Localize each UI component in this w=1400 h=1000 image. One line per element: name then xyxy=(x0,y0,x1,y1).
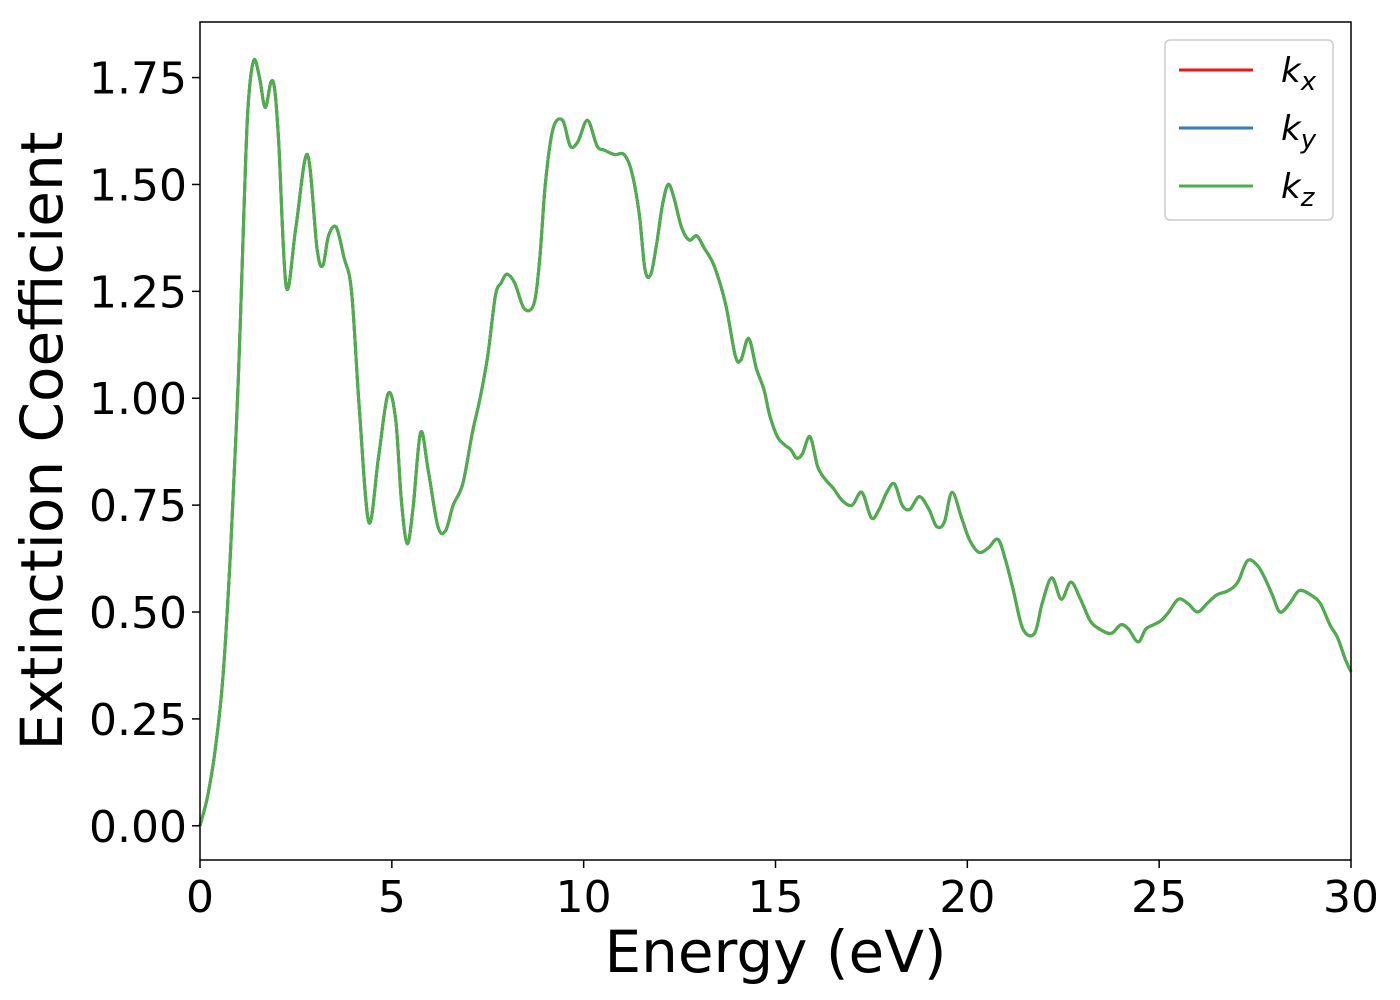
y-tick-label: 0.75 xyxy=(89,481,187,532)
y-tick-label: 0.25 xyxy=(89,695,187,746)
legend-label-ky: ky xyxy=(1281,109,1317,155)
x-tick-label: 10 xyxy=(556,872,612,923)
y-axis-ticks: 0.00 0.25 0.50 0.75 1.00 1.25 1.50 1.75 xyxy=(89,54,200,853)
x-axis-label: Energy (eV) xyxy=(604,918,946,986)
y-tick-label: 1.25 xyxy=(89,267,187,318)
x-tick-label: 25 xyxy=(1131,872,1187,923)
y-tick-label: 1.50 xyxy=(89,160,187,211)
legend-label-kz: kz xyxy=(1281,167,1316,213)
x-tick-label: 30 xyxy=(1323,872,1379,923)
legend: kx ky kz xyxy=(1164,39,1334,221)
x-tick-label: 20 xyxy=(939,872,995,923)
y-tick-label: 0.50 xyxy=(89,588,187,639)
series-line-kz xyxy=(198,57,1353,827)
x-tick-label: 15 xyxy=(748,872,804,923)
x-tick-label: 5 xyxy=(378,872,406,923)
legend-box xyxy=(1164,39,1334,221)
y-tick-label: 1.00 xyxy=(89,374,187,425)
y-tick-label: 0.00 xyxy=(89,802,187,853)
y-axis-label: Extinction Coefficient xyxy=(8,132,76,751)
legend-label-kx: kx xyxy=(1281,51,1317,97)
series-layer xyxy=(198,57,1353,827)
x-tick-label: 0 xyxy=(186,872,214,923)
x-axis-ticks: 0 5 10 15 20 25 30 xyxy=(186,860,1379,923)
y-tick-label: 1.75 xyxy=(89,54,187,105)
